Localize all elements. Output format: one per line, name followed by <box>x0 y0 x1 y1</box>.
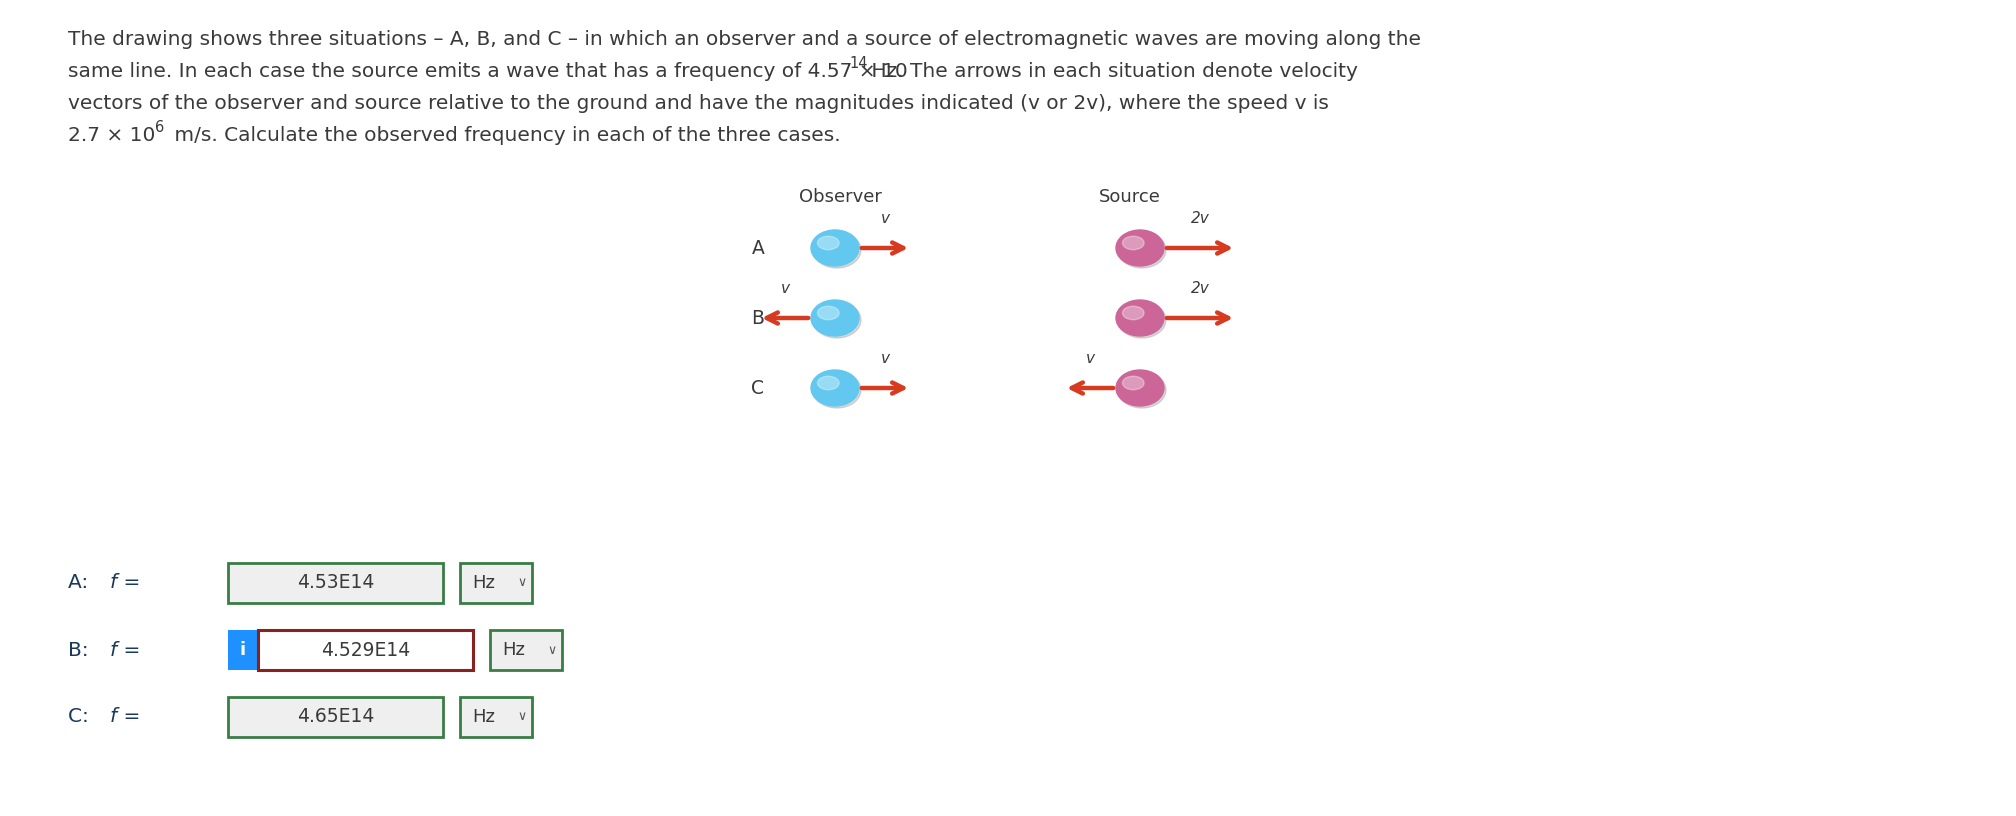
Text: f =: f = <box>111 707 141 726</box>
Text: Hz: Hz <box>472 574 494 592</box>
Ellipse shape <box>1123 306 1143 320</box>
Text: 4.529E14: 4.529E14 <box>321 641 409 659</box>
Text: ∨: ∨ <box>518 576 526 589</box>
Text: v: v <box>1085 351 1095 366</box>
Ellipse shape <box>816 306 839 320</box>
Text: f =: f = <box>111 641 141 659</box>
FancyBboxPatch shape <box>228 697 444 737</box>
Text: ∨: ∨ <box>548 644 556 657</box>
FancyBboxPatch shape <box>228 630 258 670</box>
Ellipse shape <box>1117 230 1163 266</box>
Ellipse shape <box>1117 300 1163 336</box>
Ellipse shape <box>1119 302 1165 338</box>
FancyBboxPatch shape <box>460 697 532 737</box>
Text: 4.65E14: 4.65E14 <box>296 707 375 726</box>
Text: same line. In each case the source emits a wave that has a frequency of 4.57 × 1: same line. In each case the source emits… <box>69 62 907 81</box>
Text: Source: Source <box>1099 188 1161 206</box>
Ellipse shape <box>812 232 861 268</box>
Text: C: C <box>752 379 764 397</box>
Text: ∨: ∨ <box>518 711 526 724</box>
Ellipse shape <box>816 236 839 250</box>
Text: A:: A: <box>69 574 95 592</box>
Text: B:: B: <box>69 641 95 659</box>
Ellipse shape <box>1119 232 1165 268</box>
Text: Hz: Hz <box>472 708 494 726</box>
Ellipse shape <box>812 302 861 338</box>
FancyBboxPatch shape <box>490 630 562 670</box>
Text: i: i <box>240 641 246 659</box>
Text: 14: 14 <box>849 56 867 71</box>
Text: 6: 6 <box>155 120 163 135</box>
Text: 4.53E14: 4.53E14 <box>296 574 375 592</box>
Text: 2.7 × 10: 2.7 × 10 <box>69 126 155 145</box>
Text: C:: C: <box>69 707 95 726</box>
Ellipse shape <box>812 372 861 408</box>
Ellipse shape <box>816 376 839 390</box>
Ellipse shape <box>1123 376 1143 390</box>
Text: A: A <box>752 238 764 258</box>
FancyBboxPatch shape <box>460 563 532 603</box>
Text: Observer: Observer <box>798 188 881 206</box>
Text: 2v: 2v <box>1191 281 1210 296</box>
Ellipse shape <box>1117 370 1163 406</box>
Text: v: v <box>780 281 790 296</box>
Ellipse shape <box>810 370 859 406</box>
Text: The drawing shows three situations – A, B, and C – in which an observer and a so: The drawing shows three situations – A, … <box>69 30 1421 49</box>
Text: 2v: 2v <box>1191 211 1210 226</box>
Ellipse shape <box>1119 372 1165 408</box>
Ellipse shape <box>810 300 859 336</box>
Text: vectors of the observer and source relative to the ground and have the magnitude: vectors of the observer and source relat… <box>69 94 1329 113</box>
Text: Hz. The arrows in each situation denote velocity: Hz. The arrows in each situation denote … <box>865 62 1359 81</box>
FancyBboxPatch shape <box>258 630 474 670</box>
Ellipse shape <box>810 230 859 266</box>
Text: B: B <box>752 308 764 327</box>
Text: v: v <box>881 211 889 226</box>
Text: m/s. Calculate the observed frequency in each of the three cases.: m/s. Calculate the observed frequency in… <box>167 126 841 145</box>
Text: Hz: Hz <box>502 641 524 659</box>
Text: v: v <box>881 351 889 366</box>
Ellipse shape <box>1123 236 1143 250</box>
Text: f =: f = <box>111 574 141 592</box>
FancyBboxPatch shape <box>228 563 444 603</box>
